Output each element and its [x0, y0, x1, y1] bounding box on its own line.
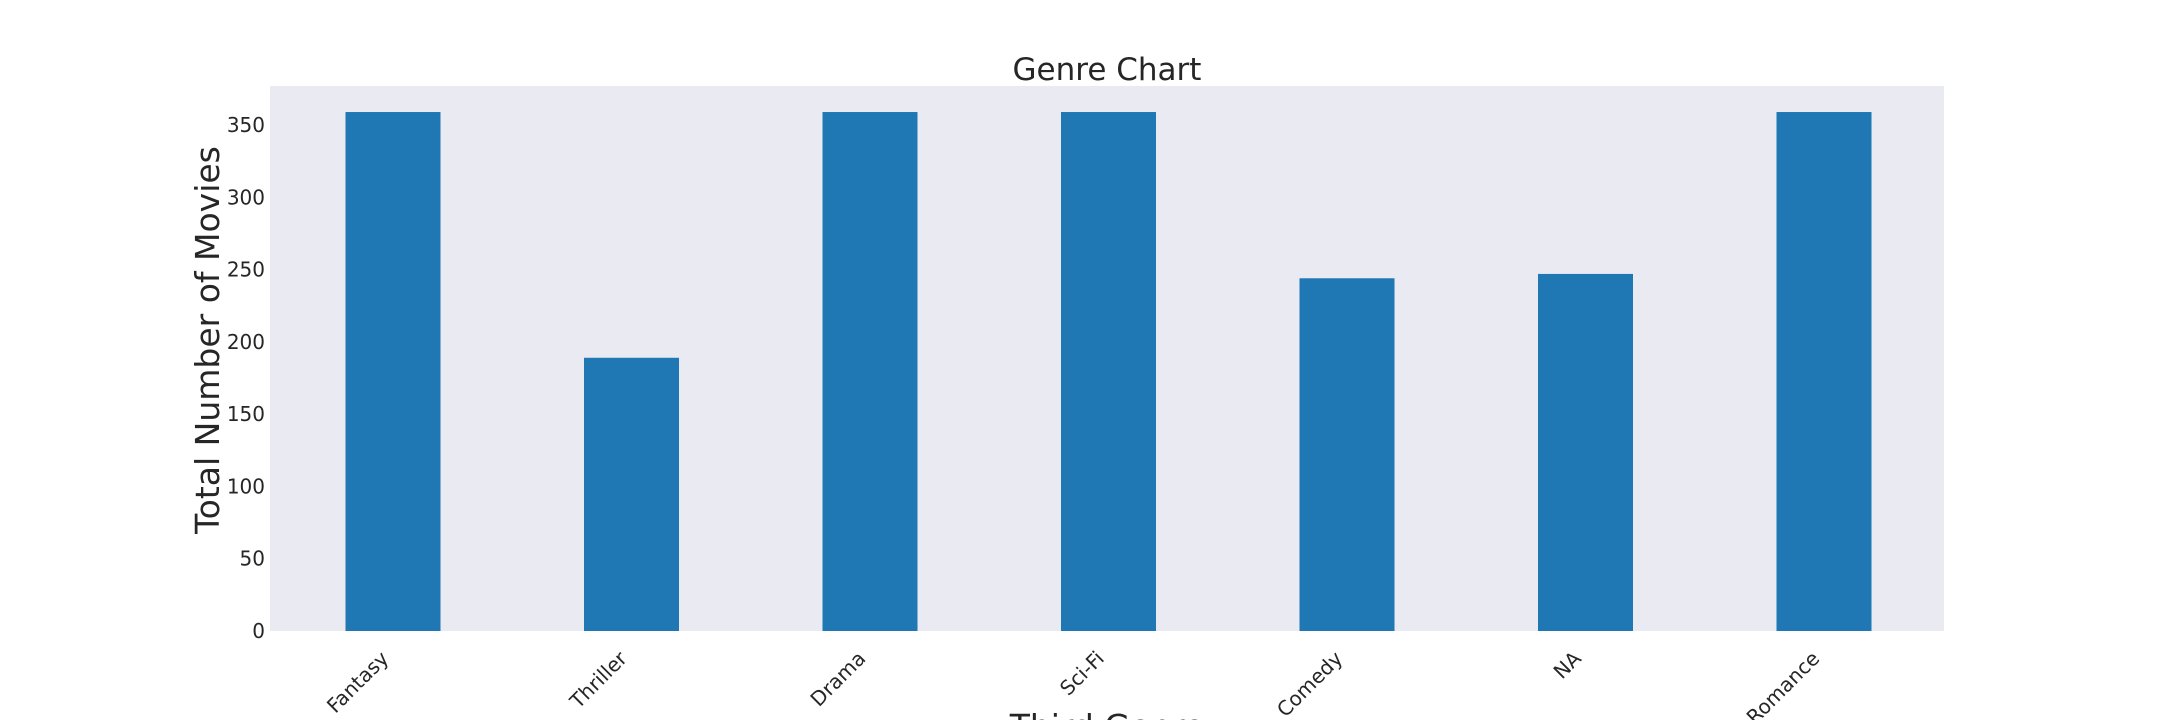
y-tick-label: 150: [227, 402, 265, 426]
y-tick-label: 300: [227, 185, 265, 209]
x-tick-label: Thriller: [564, 646, 632, 714]
x-tick-label: Sci-Fi: [1055, 646, 1109, 700]
bar-sci-fi: [1061, 112, 1156, 631]
x-tick-label: Romance: [1742, 646, 1825, 720]
bar-fantasy: [345, 112, 441, 631]
y-axis-label: Total Number of Movies: [188, 146, 227, 535]
y-tick-label: 200: [227, 330, 265, 354]
y-tick-label: 350: [227, 113, 265, 137]
y-tick-label: 250: [227, 258, 265, 282]
y-tick-label: 100: [227, 474, 265, 498]
x-tick-label: Drama: [805, 646, 870, 711]
bar-romance: [1776, 112, 1872, 631]
x-tick-label: Comedy: [1272, 646, 1347, 720]
bar-na: [1538, 273, 1633, 631]
x-tick-label: NA: [1549, 646, 1586, 683]
bar-thriller: [584, 357, 679, 631]
y-axis-ticks: 0 50 100 150 200 250 300 350: [227, 113, 265, 643]
bar-drama: [822, 112, 918, 631]
y-tick-label: 0: [252, 619, 265, 643]
bar-comedy: [1299, 278, 1395, 631]
x-tick-label: Fantasy: [322, 646, 394, 718]
x-axis-label: Third Genre: [1009, 707, 1205, 720]
bars-group: [345, 112, 1872, 631]
y-tick-label: 50: [240, 547, 265, 571]
chart-title: Genre Chart: [1013, 52, 1202, 88]
